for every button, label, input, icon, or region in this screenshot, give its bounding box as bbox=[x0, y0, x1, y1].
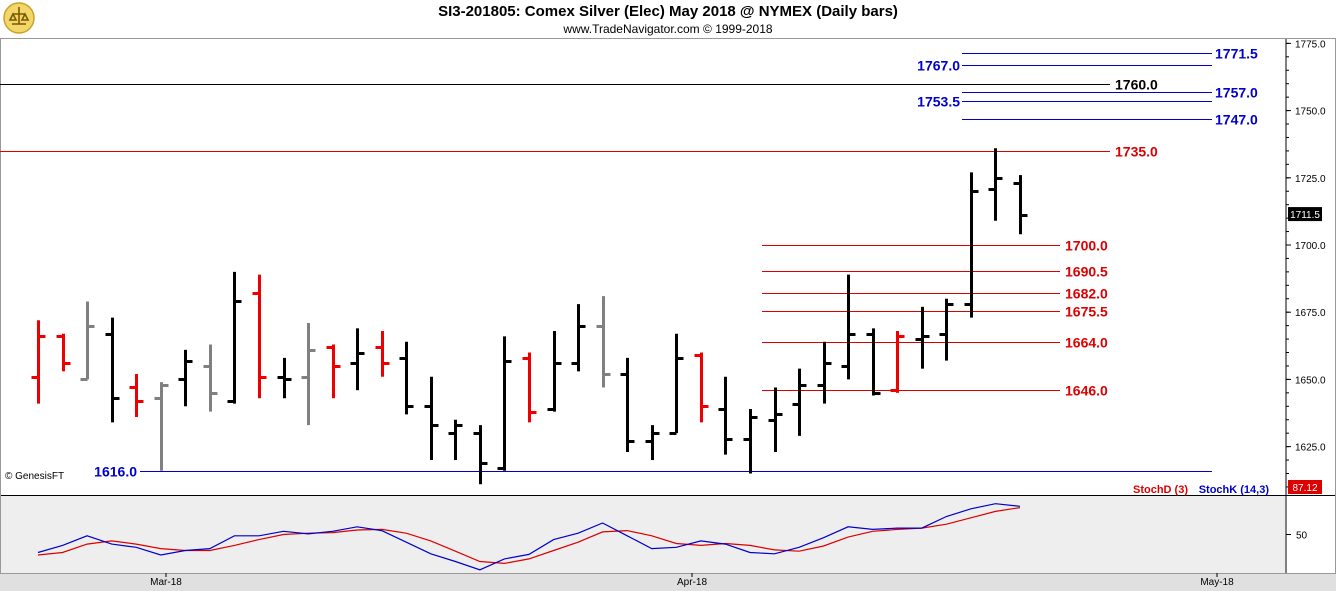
ohlc-bar bbox=[154, 382, 169, 471]
ohlc-bar bbox=[350, 328, 365, 391]
ohlc-bar bbox=[988, 148, 1003, 221]
stoch-tick-label: 50 bbox=[1296, 531, 1308, 542]
ohlc-bar bbox=[301, 322, 316, 426]
copyright-label: © GenesisFT bbox=[5, 471, 64, 482]
level-label-1646.0: 1646.0 bbox=[1065, 383, 1108, 399]
stochastic-panel-bg bbox=[0, 496, 1285, 573]
ohlc-bar bbox=[227, 271, 242, 404]
ohlc-bar bbox=[915, 306, 930, 369]
ohlc-bar bbox=[31, 320, 46, 404]
ohlc-bar bbox=[792, 368, 807, 436]
chart-title: SI3-201805: Comex Silver (Elec) May 2018… bbox=[438, 3, 898, 20]
price-panel-bg bbox=[0, 38, 1285, 495]
stoch-k-line bbox=[37, 503, 1021, 571]
ohlc-bar bbox=[252, 274, 267, 399]
level-label-1690.5: 1690.5 bbox=[1065, 264, 1108, 280]
time-axis-label: Apr-18 bbox=[677, 577, 707, 588]
ohlc-bar bbox=[129, 374, 144, 418]
ohlc-bar bbox=[645, 425, 660, 461]
ohlc-bar bbox=[56, 333, 71, 372]
ohlc-bar bbox=[399, 341, 414, 415]
ohlc-bar bbox=[326, 344, 341, 399]
ohlc-bar bbox=[375, 331, 390, 377]
ohlc-bar bbox=[768, 387, 783, 452]
price-tick-label: 1750.0 bbox=[1295, 107, 1326, 118]
level-label-1747.0: 1747.0 bbox=[1215, 112, 1258, 128]
stoch-last-label: 87.12 bbox=[1292, 483, 1317, 494]
stoch-last-box bbox=[1288, 480, 1322, 494]
level-label-1664.0: 1664.0 bbox=[1065, 335, 1108, 351]
level-label-1753.5: 1753.5 bbox=[917, 94, 960, 110]
ohlc-bar bbox=[620, 357, 635, 452]
level-label-1682.0: 1682.0 bbox=[1065, 286, 1108, 302]
stoch-d-legend: StochD (3) bbox=[1133, 484, 1188, 496]
stoch-d-line bbox=[37, 507, 1021, 565]
ohlc-bar bbox=[178, 349, 193, 407]
ohlc-bar bbox=[939, 298, 954, 361]
price-tick-label: 1775.0 bbox=[1295, 39, 1326, 50]
ohlc-bar bbox=[448, 419, 463, 461]
ohlc-bar bbox=[80, 301, 95, 381]
price-tick-label: 1675.0 bbox=[1295, 308, 1326, 319]
ohlc-bar bbox=[547, 331, 562, 412]
ohlc-bar bbox=[669, 333, 684, 435]
ohlc-bar bbox=[866, 328, 881, 396]
stoch-k-legend: StochK (14,3) bbox=[1199, 484, 1270, 496]
level-label-1771.5: 1771.5 bbox=[1215, 46, 1258, 62]
ohlc-bar bbox=[277, 357, 292, 399]
chart-header: SI3-201805: Comex Silver (Elec) May 2018… bbox=[0, 0, 1336, 38]
ohlc-bar bbox=[694, 352, 709, 423]
ohlc-bar bbox=[596, 296, 611, 388]
chart-subtitle: www.TradeNavigator.com © 1999-2018 bbox=[563, 22, 773, 36]
price-tick-label: 1625.0 bbox=[1295, 443, 1326, 454]
ohlc-bar bbox=[424, 376, 439, 461]
last-price-box bbox=[1288, 207, 1322, 222]
level-label-1767.0: 1767.0 bbox=[917, 58, 960, 74]
ohlc-bar bbox=[817, 341, 832, 404]
level-label-1675.5: 1675.5 bbox=[1065, 304, 1108, 320]
ohlc-bar bbox=[105, 317, 120, 423]
time-axis-label: Mar-18 bbox=[150, 577, 182, 588]
time-axis-label: May-18 bbox=[1200, 577, 1234, 588]
ohlc-bar bbox=[964, 172, 979, 318]
level-label-1616.0: 1616.0 bbox=[94, 464, 137, 480]
ohlc-bar bbox=[522, 352, 537, 423]
last-price-label: 1711.5 bbox=[1290, 210, 1320, 221]
ohlc-bar bbox=[497, 336, 512, 471]
level-label-1757.0: 1757.0 bbox=[1215, 85, 1258, 101]
ohlc-bar bbox=[203, 344, 218, 412]
ohlc-bar bbox=[718, 376, 733, 455]
time-axis-bg bbox=[0, 573, 1336, 591]
ohlc-bar bbox=[473, 425, 488, 485]
price-tick-label: 1700.0 bbox=[1295, 241, 1326, 252]
ohlc-bar bbox=[1013, 175, 1028, 235]
level-label-1700.0: 1700.0 bbox=[1065, 238, 1108, 254]
ohlc-bar bbox=[841, 274, 856, 380]
price-tick-label: 1725.0 bbox=[1295, 174, 1326, 185]
level-label-1735.0: 1735.0 bbox=[1115, 144, 1158, 160]
ohlc-bar bbox=[571, 304, 586, 372]
ohlc-bar bbox=[890, 331, 905, 393]
ohlc-bar bbox=[743, 408, 758, 474]
level-label-1760.0: 1760.0 bbox=[1115, 77, 1158, 93]
genesis-logo-icon bbox=[3, 2, 35, 34]
price-tick-label: 1650.0 bbox=[1295, 375, 1326, 386]
